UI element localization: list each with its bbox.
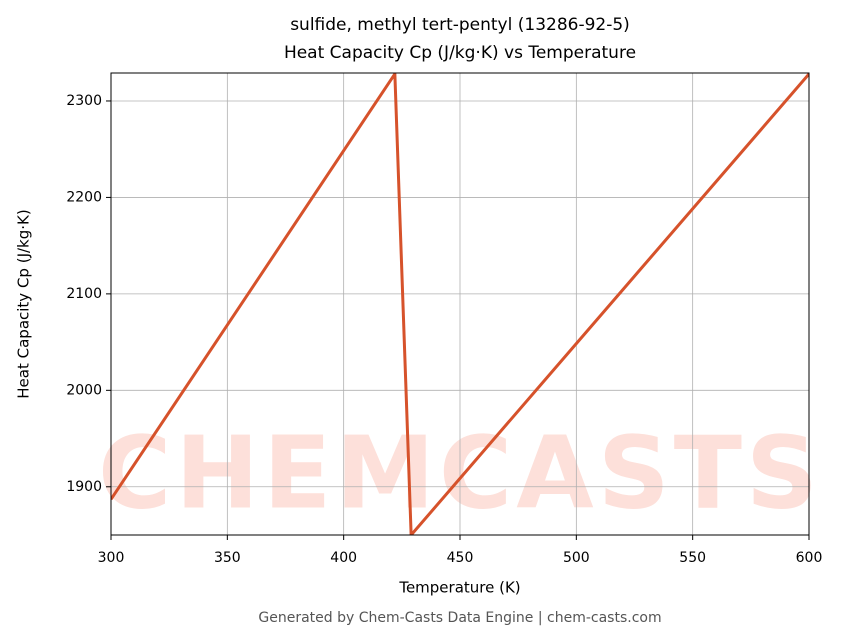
y-tick-label: 2100 [66,286,102,302]
x-tick-label: 350 [214,550,241,566]
y-axis-label: Heat Capacity Cp (J/kg·K) [15,209,33,398]
watermark: CHEMCASTS [98,414,822,531]
data-line [111,73,809,535]
y-tick-label: 1900 [66,479,102,495]
y-tick-label: 2000 [66,382,102,398]
x-tick-label: 500 [563,550,590,566]
plot-frame [110,72,810,536]
x-tick-label: 400 [330,550,357,566]
footer: Generated by Chem-Casts Data Engine | ch… [258,610,661,626]
x-tick-label: 450 [447,550,474,566]
x-axis-label: Temperature (K) [398,579,520,597]
x-tick-label: 550 [679,550,706,566]
y-tick-label: 2300 [66,93,102,109]
x-tick-label: 300 [98,550,125,566]
chart-subtitle: Heat Capacity Cp (J/kg·K) vs Temperature [284,43,636,63]
x-tick-label: 600 [796,550,823,566]
y-tick-label: 2200 [66,189,102,205]
chart-title: sulfide, methyl tert-pentyl (13286-92-5) [290,15,630,35]
